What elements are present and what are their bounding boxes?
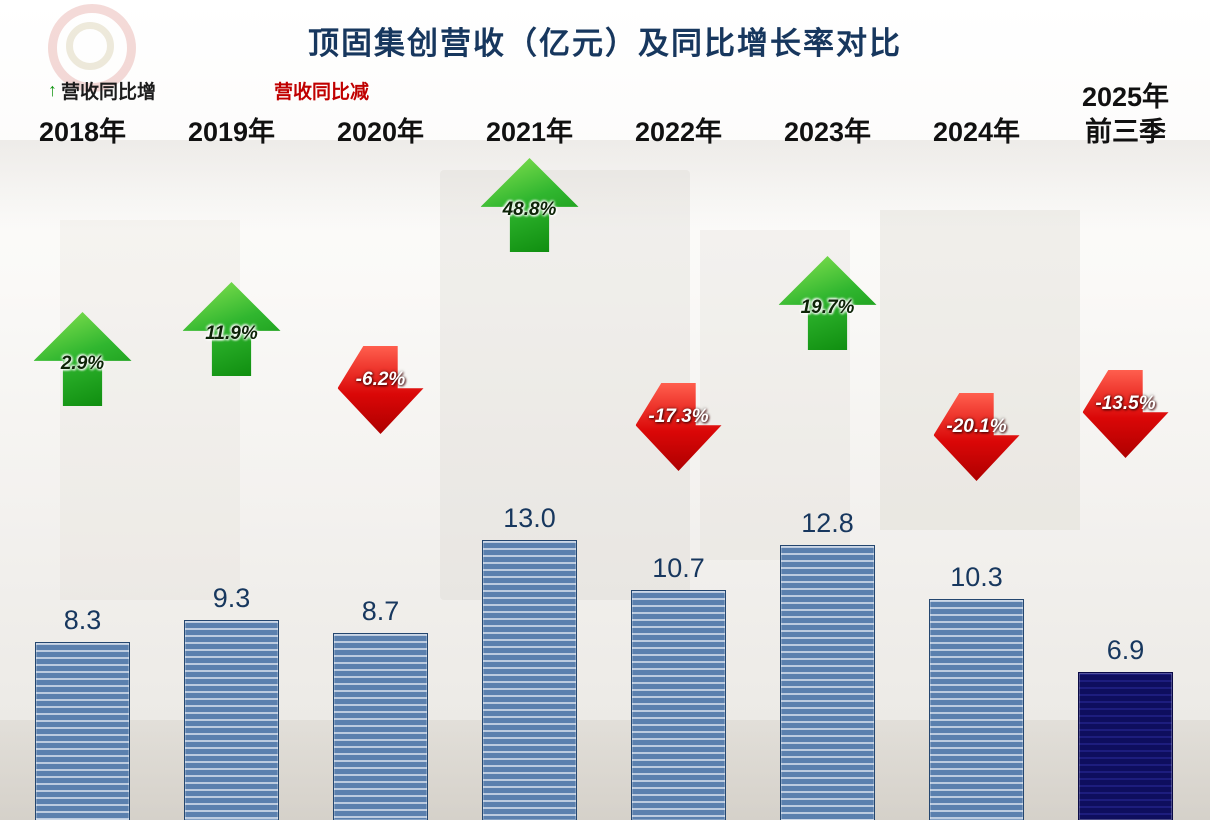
chart-column: 2025年 前三季 -13.5% 6.9 (1051, 0, 1200, 820)
growth-up-arrow: 2.9% (33, 312, 132, 406)
growth-percent-label: -20.1% (946, 415, 1007, 437)
bar-value-label: 9.3 (212, 583, 251, 613)
growth-percent-label: 48.8% (502, 199, 557, 221)
category-label: 2019年 (187, 116, 276, 147)
revenue-bar (482, 540, 577, 820)
chart-column: 2020年 -6.2% 8.7 (306, 0, 455, 820)
growth-up-arrow: 19.7% (778, 256, 877, 350)
growth-down-arrow: -6.2% (337, 346, 424, 434)
category-label: 2023年 (783, 116, 872, 147)
growth-percent-label: 2.9% (60, 353, 105, 375)
chart-column: 2022年 -17.3% 10.7 (604, 0, 753, 820)
bar-value-label: 8.7 (361, 596, 400, 626)
up-arrow-icon: ↑ (48, 79, 57, 100)
bar-value-label: 10.3 (950, 562, 1003, 592)
growth-up-arrow: 11.9% (182, 282, 281, 376)
category-label: 2021年 (485, 116, 574, 147)
bar-value-label: 13.0 (503, 503, 556, 533)
legend: ↑ 营收同比增 营收同比减 (48, 76, 369, 104)
growth-up-arrow: 48.8% (480, 158, 579, 252)
revenue-bar (780, 545, 875, 820)
revenue-bar (333, 633, 428, 820)
legend-down-label: 营收同比减 (274, 81, 370, 103)
bar-value-label: 8.3 (63, 605, 102, 635)
bar-value-label: 12.8 (801, 508, 854, 538)
revenue-bar (929, 599, 1024, 820)
category-label: 2024年 (932, 116, 1021, 147)
revenue-bar (35, 642, 130, 820)
growth-percent-label: -13.5% (1095, 392, 1156, 414)
category-label: 2022年 (634, 116, 723, 147)
growth-down-arrow: -17.3% (635, 383, 722, 471)
chart-column: 2023年 19.7% 12.8 (753, 0, 902, 820)
chart-column: 2019年 11.9% 9.3 (157, 0, 306, 820)
growth-percent-label: -17.3% (648, 405, 709, 427)
growth-percent-label: 19.7% (800, 297, 855, 319)
page-title: 顶固集创营收（亿元）及同比增长率对比 (308, 26, 902, 61)
revenue-bar (1078, 672, 1173, 820)
growth-down-arrow: -13.5% (1082, 370, 1169, 458)
revenue-bar (631, 590, 726, 820)
revenue-bar (184, 620, 279, 820)
growth-percent-label: 11.9% (205, 323, 258, 345)
chart-column: 2018年 2.9% 8.3 (8, 0, 157, 820)
bar-value-label: 10.7 (652, 553, 705, 583)
bar-value-label: 6.9 (1106, 635, 1145, 665)
legend-up-label: 营收同比增 (61, 81, 157, 103)
chart-column: 2021年 48.8% 13.0 (455, 0, 604, 820)
category-label: 2020年 (336, 116, 425, 147)
growth-percent-label: -6.2% (355, 368, 406, 390)
chart-column: 2024年 -20.1% 10.3 (902, 0, 1051, 820)
category-label: 2025年 前三季 (1081, 81, 1170, 147)
category-label: 2018年 (38, 116, 127, 147)
growth-down-arrow: -20.1% (933, 393, 1020, 481)
